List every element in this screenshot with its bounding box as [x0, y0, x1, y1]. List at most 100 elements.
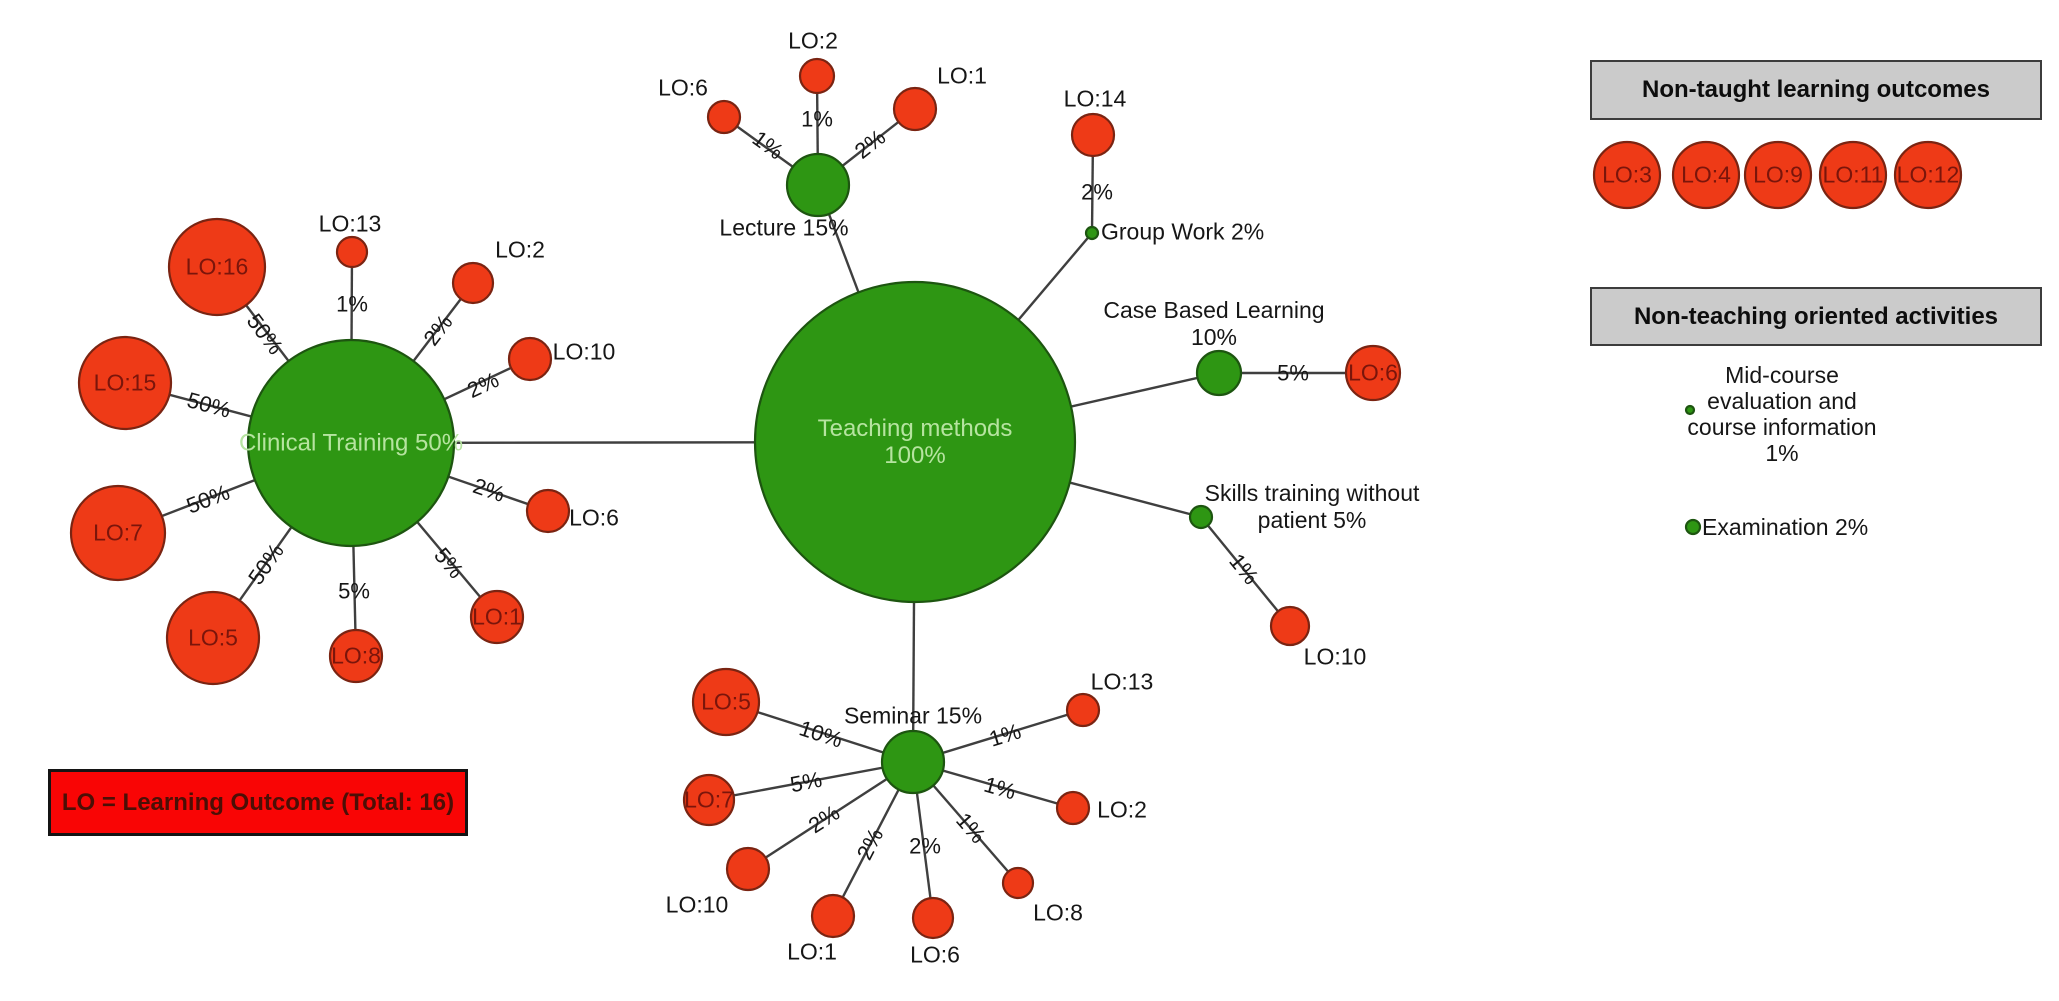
- label-groupwork: Group Work 2%: [1101, 219, 1264, 246]
- node-sem-lo10: [725, 846, 771, 892]
- node-cb-lo6: [1344, 344, 1402, 402]
- label-skills-line: Skills training without: [1204, 480, 1420, 506]
- pct-clinical-c-lo7-line: 50%: [182, 479, 234, 519]
- node-c-lo5: [165, 590, 261, 686]
- pct-lecture-l-lo2-line: 1%: [801, 106, 833, 132]
- pct-seminar-sem-lo13-line: 1%: [986, 718, 1024, 752]
- pct-seminar-sem-lo5: 10%: [796, 714, 846, 753]
- label-c-lo5: LO:5: [188, 625, 238, 652]
- label-sem-lo10: LO:10: [666, 892, 729, 919]
- node-l-lo2: [798, 57, 836, 95]
- legend-label-lo12-line: LO:12: [1896, 161, 1960, 188]
- label-l-lo2-line: LO:2: [788, 27, 838, 54]
- legend-non-taught-header: Non-taught learning outcomes: [1590, 60, 2042, 120]
- node-lecture: [785, 152, 851, 218]
- pct-clinical-c-lo1-line: 5%: [429, 542, 469, 584]
- node-sem-lo6: [911, 896, 955, 940]
- edge-seminar-sem-lo7: [708, 760, 914, 802]
- legend-item-0-line: evaluation and: [1707, 388, 1857, 414]
- node-s-lo10: [1269, 605, 1311, 647]
- label-sem-lo6-line: LO:6: [910, 941, 960, 968]
- node-c-lo6: [525, 488, 571, 534]
- pct-clinical-c-lo5-line: 50%: [243, 538, 289, 590]
- label-c-lo2: LO:2: [495, 237, 545, 264]
- label-seminar-line: Seminar 15%: [843, 702, 983, 729]
- node-skills: [1188, 504, 1214, 530]
- label-sem-lo1: LO:1: [787, 939, 837, 966]
- label-c-lo15: LO:15: [94, 370, 157, 397]
- label-l-lo2: LO:2: [788, 28, 838, 55]
- node-sem-lo1: [810, 893, 856, 939]
- pct-clinical-c-lo5: 50%: [242, 538, 289, 590]
- node-teaching: [753, 280, 1077, 604]
- legend-non-teaching-header: Non-teaching oriented activities: [1590, 287, 2042, 346]
- node-c-lo15: [77, 335, 173, 431]
- label-sem-lo7-line: LO:7: [684, 786, 734, 813]
- pct-lecture-l-lo2: 1%: [801, 106, 833, 133]
- label-seminar: Seminar 15%: [844, 703, 982, 730]
- pct-clinical-c-lo2: 2%: [418, 309, 459, 351]
- label-sem-lo2: LO:2: [1097, 797, 1147, 824]
- pct-seminar-sem-lo1: 2%: [851, 824, 889, 865]
- node-clinical: [246, 338, 456, 548]
- label-lecture: Lecture 15%: [719, 215, 848, 242]
- node-seminar: [880, 729, 946, 795]
- label-c-lo10-line: LO:10: [552, 338, 616, 365]
- label-sem-lo2-line: LO:2: [1097, 796, 1147, 823]
- legend-dot-0: [1684, 404, 1696, 416]
- pct-clinical-c-lo13-line: 1%: [336, 291, 368, 317]
- legend-item-1-line: Examination 2%: [1702, 514, 1869, 540]
- legend-node-lo3: [1592, 140, 1662, 210]
- label-cb-lo6: LO:6: [1348, 360, 1398, 387]
- node-c-lo1: [469, 589, 525, 645]
- node-g-lo14: [1070, 112, 1116, 158]
- label-c-lo1-line: LO:1: [472, 603, 522, 630]
- label-sem-lo5: LO:5: [701, 689, 751, 716]
- pct-seminar-sem-lo5-line: 10%: [796, 715, 846, 753]
- legend-label-lo3-line: LO:3: [1602, 161, 1652, 188]
- pct-clinical-c-lo10: 2%: [463, 366, 503, 404]
- node-c-lo8: [328, 628, 384, 684]
- legend-item-1: Examination 2%: [1702, 514, 1868, 540]
- legend-item-0-line: Mid-course: [1725, 362, 1839, 388]
- label-c-lo16-line: LO:16: [185, 253, 249, 280]
- node-l-lo1: [892, 86, 938, 132]
- label-skills: Skills training without patient 5%: [1205, 480, 1420, 534]
- legend-label-lo4: LO:4: [1681, 162, 1731, 189]
- pct-lecture-l-lo1: 2%: [849, 124, 891, 165]
- label-c-lo6: LO:6: [569, 505, 619, 532]
- pct-clinical-c-lo16: 50%: [241, 308, 289, 359]
- pct-clinical-c-lo16-line: 50%: [241, 308, 289, 360]
- pct-casebased-cb-lo6: 5%: [1277, 360, 1309, 387]
- pct-skills-s-lo10: 1%: [1224, 548, 1265, 590]
- legend-dot-1: [1684, 518, 1702, 536]
- label-casebased-line: 10%: [1190, 324, 1238, 350]
- pct-seminar-sem-lo7-line: 5%: [788, 766, 824, 798]
- pct-seminar-sem-lo7: 5%: [788, 766, 824, 799]
- legend-label-lo9: LO:9: [1753, 162, 1803, 189]
- node-c-lo7: [69, 484, 167, 582]
- edge-seminar-sem-lo10: [747, 760, 914, 871]
- label-c-lo7: LO:7: [93, 520, 143, 547]
- node-c-lo13: [335, 235, 369, 269]
- node-sem-lo5: [691, 667, 761, 737]
- node-sem-lo8: [1001, 866, 1035, 900]
- label-casebased: Case Based Learning 10%: [1103, 297, 1324, 351]
- label-sem-lo7: LO:7: [684, 787, 734, 814]
- node-sem-lo13: [1065, 692, 1101, 728]
- pct-clinical-c-lo10-line: 2%: [463, 366, 503, 404]
- node-c-lo16: [167, 217, 267, 317]
- label-c-lo1: LO:1: [472, 604, 522, 631]
- pct-clinical-c-lo8-line: 5%: [338, 578, 370, 604]
- pct-seminar-sem-lo8-line: 1%: [951, 807, 991, 849]
- label-c-lo15-line: LO:15: [93, 369, 157, 396]
- label-sem-lo13-line: LO:13: [1090, 668, 1154, 695]
- pct-clinical-c-lo6: 2%: [470, 472, 509, 508]
- pct-seminar-sem-lo6-line: 2%: [909, 833, 941, 859]
- label-casebased-line: Case Based Learning: [1103, 297, 1325, 323]
- legend-label-lo4-line: LO:4: [1681, 161, 1731, 188]
- label-skills-line: patient 5%: [1257, 507, 1367, 533]
- pct-seminar-sem-lo8: 1%: [950, 807, 991, 849]
- legend-node-lo11: [1818, 140, 1888, 210]
